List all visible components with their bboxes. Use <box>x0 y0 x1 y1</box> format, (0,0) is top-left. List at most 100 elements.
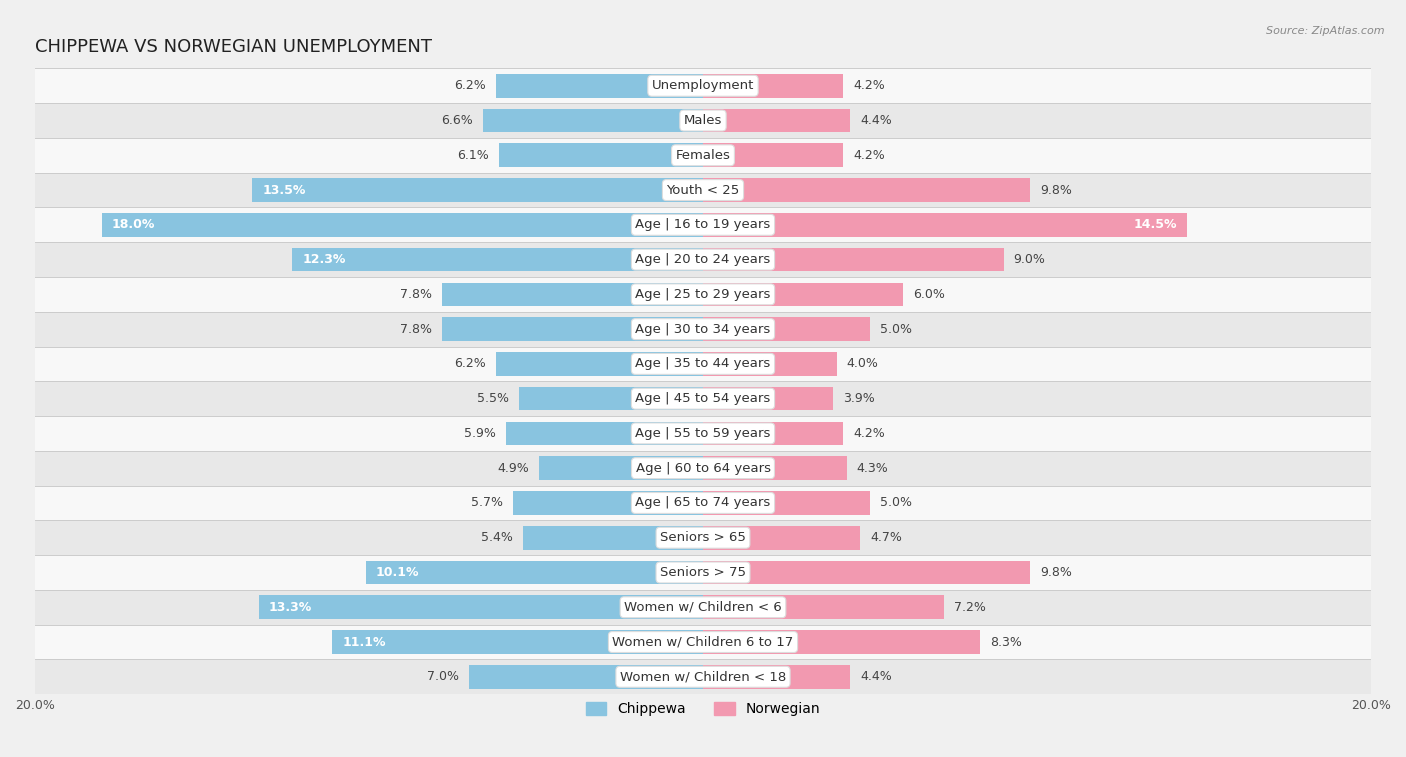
Bar <box>703 74 844 98</box>
Text: 12.3%: 12.3% <box>302 253 346 266</box>
Text: Age | 25 to 29 years: Age | 25 to 29 years <box>636 288 770 301</box>
Bar <box>35 173 1371 207</box>
Bar <box>703 282 904 306</box>
Text: Women w/ Children 6 to 17: Women w/ Children 6 to 17 <box>613 636 793 649</box>
Text: 9.0%: 9.0% <box>1014 253 1046 266</box>
Bar <box>482 109 703 132</box>
Text: 9.8%: 9.8% <box>1040 566 1073 579</box>
Bar <box>703 491 870 515</box>
Bar <box>703 317 870 341</box>
Text: 5.7%: 5.7% <box>471 497 502 509</box>
Bar <box>35 659 1371 694</box>
Bar <box>519 387 703 410</box>
Text: Age | 55 to 59 years: Age | 55 to 59 years <box>636 427 770 440</box>
Text: Women w/ Children < 6: Women w/ Children < 6 <box>624 601 782 614</box>
Text: Age | 65 to 74 years: Age | 65 to 74 years <box>636 497 770 509</box>
Text: Females: Females <box>675 149 731 162</box>
Text: Age | 45 to 54 years: Age | 45 to 54 years <box>636 392 770 405</box>
Bar <box>35 485 1371 520</box>
Bar <box>35 416 1371 451</box>
Bar <box>35 312 1371 347</box>
Text: 4.9%: 4.9% <box>498 462 529 475</box>
Text: 5.0%: 5.0% <box>880 497 912 509</box>
Text: 5.4%: 5.4% <box>481 531 513 544</box>
Bar <box>540 456 703 480</box>
Text: Source: ZipAtlas.com: Source: ZipAtlas.com <box>1267 26 1385 36</box>
Bar <box>703 213 1187 237</box>
Text: 4.2%: 4.2% <box>853 149 884 162</box>
Bar <box>703 561 1031 584</box>
Bar <box>703 596 943 619</box>
Bar <box>443 282 703 306</box>
Text: 5.0%: 5.0% <box>880 322 912 335</box>
Bar <box>703 109 851 132</box>
Bar <box>35 242 1371 277</box>
Bar <box>292 248 703 272</box>
Text: 10.1%: 10.1% <box>375 566 419 579</box>
Bar <box>35 68 1371 103</box>
Bar <box>35 590 1371 625</box>
Bar <box>35 451 1371 485</box>
Text: Seniors > 75: Seniors > 75 <box>659 566 747 579</box>
Text: 4.3%: 4.3% <box>856 462 889 475</box>
Text: 9.8%: 9.8% <box>1040 183 1073 197</box>
Bar <box>252 178 703 202</box>
Bar <box>496 74 703 98</box>
Bar <box>703 422 844 445</box>
Bar <box>703 631 980 654</box>
Bar <box>703 178 1031 202</box>
Text: 14.5%: 14.5% <box>1133 218 1177 232</box>
Text: 6.0%: 6.0% <box>914 288 945 301</box>
Text: 11.1%: 11.1% <box>342 636 385 649</box>
Text: Seniors > 65: Seniors > 65 <box>659 531 747 544</box>
Text: 8.3%: 8.3% <box>990 636 1022 649</box>
Text: 5.5%: 5.5% <box>477 392 509 405</box>
Text: Women w/ Children < 18: Women w/ Children < 18 <box>620 670 786 684</box>
Text: 4.2%: 4.2% <box>853 427 884 440</box>
Bar <box>35 625 1371 659</box>
Bar <box>35 520 1371 555</box>
Bar <box>703 144 844 167</box>
Bar <box>35 103 1371 138</box>
Text: 5.9%: 5.9% <box>464 427 496 440</box>
Bar <box>35 277 1371 312</box>
Text: 4.7%: 4.7% <box>870 531 901 544</box>
Text: 4.4%: 4.4% <box>860 114 891 127</box>
Text: 13.5%: 13.5% <box>262 183 305 197</box>
Text: Age | 60 to 64 years: Age | 60 to 64 years <box>636 462 770 475</box>
Text: 6.6%: 6.6% <box>440 114 472 127</box>
Text: Youth < 25: Youth < 25 <box>666 183 740 197</box>
Bar <box>332 631 703 654</box>
Bar <box>703 387 834 410</box>
Bar <box>496 352 703 375</box>
Text: 13.3%: 13.3% <box>269 601 312 614</box>
Text: 6.2%: 6.2% <box>454 357 486 370</box>
Bar <box>35 555 1371 590</box>
Bar <box>366 561 703 584</box>
Text: 3.9%: 3.9% <box>844 392 875 405</box>
Text: 4.4%: 4.4% <box>860 670 891 684</box>
Bar <box>35 207 1371 242</box>
Bar <box>703 526 860 550</box>
Text: Age | 20 to 24 years: Age | 20 to 24 years <box>636 253 770 266</box>
Text: 6.2%: 6.2% <box>454 79 486 92</box>
Bar <box>35 347 1371 382</box>
Text: 4.0%: 4.0% <box>846 357 879 370</box>
Bar <box>499 144 703 167</box>
Bar <box>35 138 1371 173</box>
Text: 7.8%: 7.8% <box>401 322 433 335</box>
Text: CHIPPEWA VS NORWEGIAN UNEMPLOYMENT: CHIPPEWA VS NORWEGIAN UNEMPLOYMENT <box>35 38 432 56</box>
Text: Age | 35 to 44 years: Age | 35 to 44 years <box>636 357 770 370</box>
Text: 18.0%: 18.0% <box>111 218 155 232</box>
Text: 6.1%: 6.1% <box>457 149 489 162</box>
Bar <box>506 422 703 445</box>
Text: Unemployment: Unemployment <box>652 79 754 92</box>
Text: Age | 16 to 19 years: Age | 16 to 19 years <box>636 218 770 232</box>
Text: Age | 30 to 34 years: Age | 30 to 34 years <box>636 322 770 335</box>
Bar <box>703 248 1004 272</box>
Bar <box>703 665 851 689</box>
Bar <box>443 317 703 341</box>
Legend: Chippewa, Norwegian: Chippewa, Norwegian <box>581 696 825 721</box>
Bar <box>703 456 846 480</box>
Text: 7.2%: 7.2% <box>953 601 986 614</box>
